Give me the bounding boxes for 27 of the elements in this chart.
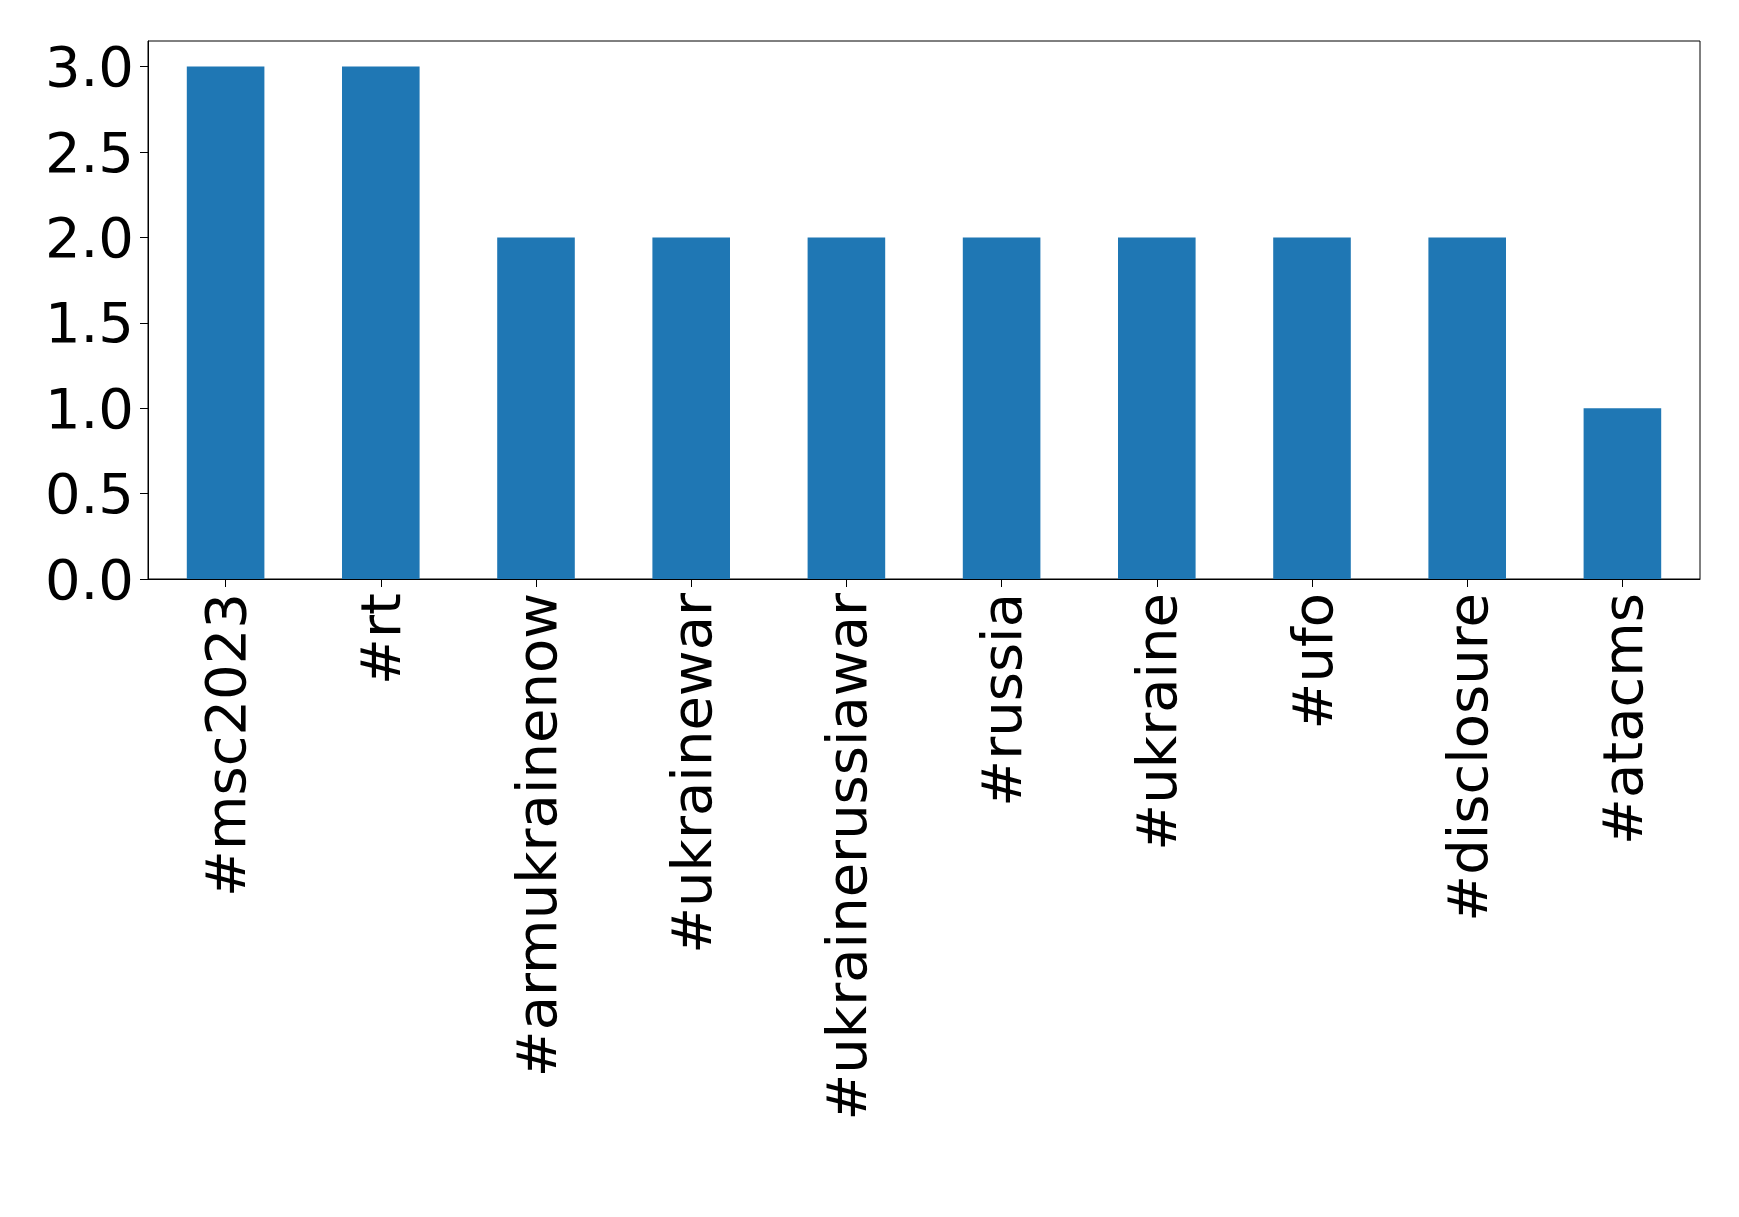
bar <box>1118 237 1196 579</box>
bar <box>497 237 575 579</box>
y-tick-label: 3.0 <box>44 34 134 100</box>
x-tick-label: #rt <box>348 593 414 685</box>
x-tick-label: #ukraine <box>1124 593 1190 851</box>
y-tick-label: 0.0 <box>44 546 134 612</box>
bar <box>652 237 730 579</box>
y-tick-label: 2.5 <box>44 119 134 185</box>
bar <box>342 66 420 579</box>
y-tick-label: 1.0 <box>44 375 134 441</box>
x-tick-label: #ukrainerussiawar <box>813 592 879 1121</box>
bar <box>807 237 886 579</box>
bar <box>1583 408 1662 579</box>
y-tick-label: 0.5 <box>44 461 134 527</box>
x-tick-label: #armukrainenow <box>503 593 569 1078</box>
y-tick-label: 1.5 <box>44 290 134 356</box>
bar <box>1428 237 1506 579</box>
x-tick-label: #disclosure <box>1434 593 1500 922</box>
x-tick-label: #ukrainewar <box>658 592 724 954</box>
x-tick-label: #russia <box>969 593 1035 807</box>
bar <box>962 237 1041 579</box>
bar <box>186 66 265 579</box>
x-tick-label: #msc2023 <box>193 593 259 897</box>
bar <box>1273 237 1351 579</box>
y-tick-label: 2.0 <box>44 204 134 270</box>
x-tick-label: #ufo <box>1279 593 1345 730</box>
x-tick-label: #atacms <box>1589 593 1655 846</box>
